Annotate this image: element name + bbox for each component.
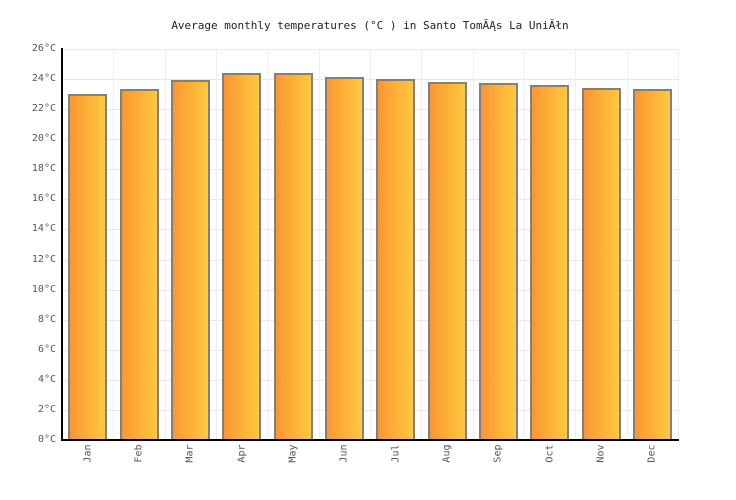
y-tick-label: 8°C	[37, 314, 56, 325]
bar-aug	[428, 82, 467, 441]
y-tick-label: 2°C	[37, 404, 56, 415]
y-tick-label: 0°C	[37, 434, 56, 445]
bar-jun	[325, 77, 364, 441]
bar-jan	[68, 94, 107, 441]
y-tick-label: 10°C	[31, 284, 56, 295]
x-tick-label: Jun	[338, 444, 350, 463]
x-tick-label: Jan	[82, 444, 94, 463]
y-tick-label: 20°C	[31, 133, 56, 144]
v-gridline	[165, 49, 166, 440]
x-tick-label: Feb	[133, 444, 145, 463]
y-tick-label: 18°C	[31, 163, 56, 174]
bar-mar	[171, 80, 210, 441]
x-tick-label: Jul	[390, 444, 402, 463]
bar-feb	[120, 89, 159, 441]
v-gridline	[216, 49, 217, 440]
v-gridline	[267, 49, 268, 440]
y-tick-label: 16°C	[31, 193, 56, 204]
v-gridline	[575, 49, 576, 440]
x-tick-label: May	[287, 444, 299, 463]
y-tick-label: 14°C	[31, 223, 56, 234]
v-gridline	[319, 49, 320, 440]
v-gridline	[678, 49, 679, 440]
v-gridline	[473, 49, 474, 440]
x-tick-label: Aug	[441, 444, 453, 463]
y-axis-line	[61, 48, 63, 441]
x-tick-label: Oct	[544, 444, 556, 463]
v-gridline	[421, 49, 422, 440]
x-tick-label: Mar	[184, 444, 196, 463]
x-axis-line	[61, 439, 679, 441]
y-tick-label: 22°C	[31, 103, 56, 114]
bar-dec	[633, 89, 672, 441]
x-tick-label: Apr	[236, 444, 248, 463]
y-tick-label: 24°C	[31, 73, 56, 84]
x-tick-label: Dec	[646, 444, 658, 463]
bar-apr	[222, 73, 261, 441]
y-tick-label: 26°C	[31, 43, 56, 54]
v-gridline	[370, 49, 371, 440]
chart-title: Average monthly temperatures (°C ) in Sa…	[171, 19, 569, 32]
bar-nov	[582, 88, 621, 441]
bar-may	[274, 73, 313, 441]
v-gridline	[524, 49, 525, 440]
y-tick-label: 4°C	[37, 374, 56, 385]
v-gridline	[627, 49, 628, 440]
bar-jul	[376, 79, 415, 441]
y-tick-label: 12°C	[31, 254, 56, 265]
y-tick-label: 6°C	[37, 344, 56, 355]
bar-sep	[479, 83, 518, 441]
v-gridline	[113, 49, 114, 440]
x-tick-label: Sep	[492, 444, 504, 463]
bar-oct	[530, 85, 569, 441]
x-tick-label: Nov	[595, 444, 607, 463]
